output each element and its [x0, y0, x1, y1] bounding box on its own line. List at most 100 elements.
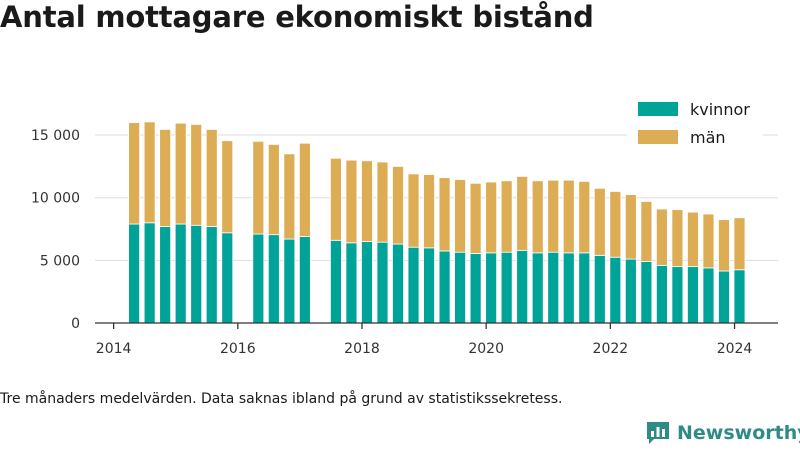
legend: kvinnor män: [627, 94, 763, 154]
bar-man: [687, 211, 699, 268]
bar-kvinnor: [128, 223, 141, 324]
bar-kvinnor: [562, 252, 575, 324]
bar-kvinnor: [298, 236, 311, 324]
bar-kvinnor: [205, 226, 218, 324]
bar-man: [624, 194, 637, 260]
bar-man: [376, 161, 389, 243]
x-tick-labels: 2014 2016 2018 2020 2022 2024: [96, 341, 753, 357]
bar-man: [330, 157, 342, 241]
bar-man: [174, 122, 187, 225]
brand-logo: Newsworthy: [645, 420, 800, 446]
newsworthy-logo-icon: [647, 422, 669, 444]
bar-man: [267, 144, 280, 236]
bar-man: [702, 213, 715, 269]
bar-kvinnor: [283, 238, 296, 324]
bar-man: [733, 217, 746, 271]
x-tick-label: 2014: [96, 341, 132, 357]
bar-man: [298, 142, 311, 237]
brand-name: Newsworthy: [677, 422, 800, 444]
y-tick-label: 5 000: [40, 253, 80, 269]
bar-man: [252, 140, 265, 235]
x-tick-label: 2024: [717, 341, 753, 357]
bar-kvinnor: [531, 252, 544, 324]
y-tick-labels: 0 5 000 10 000 15 000: [31, 128, 80, 332]
bar-man: [454, 179, 466, 253]
x-tick-label: 2018: [344, 341, 380, 357]
bar-man: [655, 208, 668, 266]
y-tick-label: 0: [71, 316, 80, 332]
bar-kvinnor: [221, 232, 234, 324]
bar-man: [205, 129, 218, 227]
x-tick-label: 2022: [593, 341, 629, 357]
bar-kvinnor: [624, 258, 637, 324]
bar-kvinnor: [438, 250, 451, 324]
bar-kvinnor: [423, 247, 435, 324]
bar-kvinnor: [392, 243, 404, 324]
bar-kvinnor: [454, 251, 466, 324]
bar-man: [438, 177, 451, 252]
legend-swatch-kvinnor: [638, 102, 678, 116]
bar-man: [143, 121, 156, 224]
bar-man: [609, 191, 622, 258]
bar-kvinnor: [733, 269, 746, 324]
bar-kvinnor: [671, 266, 684, 324]
bar-man: [128, 122, 141, 225]
bar-man: [485, 181, 498, 254]
bar-man: [578, 181, 591, 254]
bar-kvinnor: [547, 251, 560, 324]
bar-kvinnor: [485, 252, 498, 324]
bar-kvinnor: [159, 226, 172, 324]
bar-man: [718, 219, 730, 272]
bar-kvinnor: [361, 241, 373, 324]
bar-man: [640, 201, 653, 263]
bar-kvinnor: [718, 270, 730, 324]
bar-kvinnor: [609, 256, 622, 324]
bar-kvinnor: [469, 253, 482, 324]
x-tick-label: 2020: [468, 341, 504, 357]
bar-man: [221, 140, 234, 234]
bar-kvinnor: [655, 264, 668, 324]
bar-kvinnor: [500, 251, 513, 324]
legend-label-man: män: [690, 128, 726, 147]
bar-kvinnor: [687, 266, 699, 324]
bar-man: [345, 159, 358, 244]
bar-kvinnor: [345, 242, 358, 324]
y-tick-label: 15 000: [31, 128, 80, 144]
bar-man: [531, 180, 544, 254]
bar-man: [516, 176, 529, 251]
bar-kvinnor: [593, 254, 606, 324]
x-tick-label: 2016: [220, 341, 256, 357]
bar-kvinnor: [640, 261, 653, 324]
bar-kvinnor: [190, 224, 203, 324]
bar-man: [547, 179, 560, 253]
bar-kvinnor: [174, 223, 187, 324]
bars: [128, 121, 746, 324]
bar-kvinnor: [267, 234, 280, 324]
bar-man: [671, 209, 684, 268]
legend-label-kvinnor: kvinnor: [690, 100, 750, 119]
bar-man: [562, 179, 575, 254]
bar-man: [593, 187, 606, 256]
y-tick-label: 10 000: [31, 191, 80, 207]
bar-man: [283, 153, 296, 240]
bar-man: [500, 180, 513, 253]
bar-kvinnor: [252, 233, 265, 324]
bar-man: [469, 182, 482, 254]
bar-man: [190, 124, 203, 226]
bar-kvinnor: [578, 252, 591, 324]
bar-man: [361, 160, 373, 242]
page-title: Antal mottagare ekonomiskt bistånd: [0, 0, 594, 34]
bar-man: [392, 165, 404, 245]
bar-man: [159, 129, 172, 227]
legend-swatch-man: [638, 130, 678, 144]
bar-kvinnor: [376, 241, 389, 324]
bar-man: [407, 173, 420, 248]
bar-kvinnor: [143, 222, 156, 324]
bar-kvinnor: [516, 249, 529, 324]
x-axis: [95, 322, 778, 329]
bar-kvinnor: [702, 267, 715, 324]
bar-kvinnor: [407, 246, 420, 324]
bar-man: [423, 174, 435, 249]
footnote: Tre månaders medelvärden. Data saknas ib…: [0, 391, 563, 407]
